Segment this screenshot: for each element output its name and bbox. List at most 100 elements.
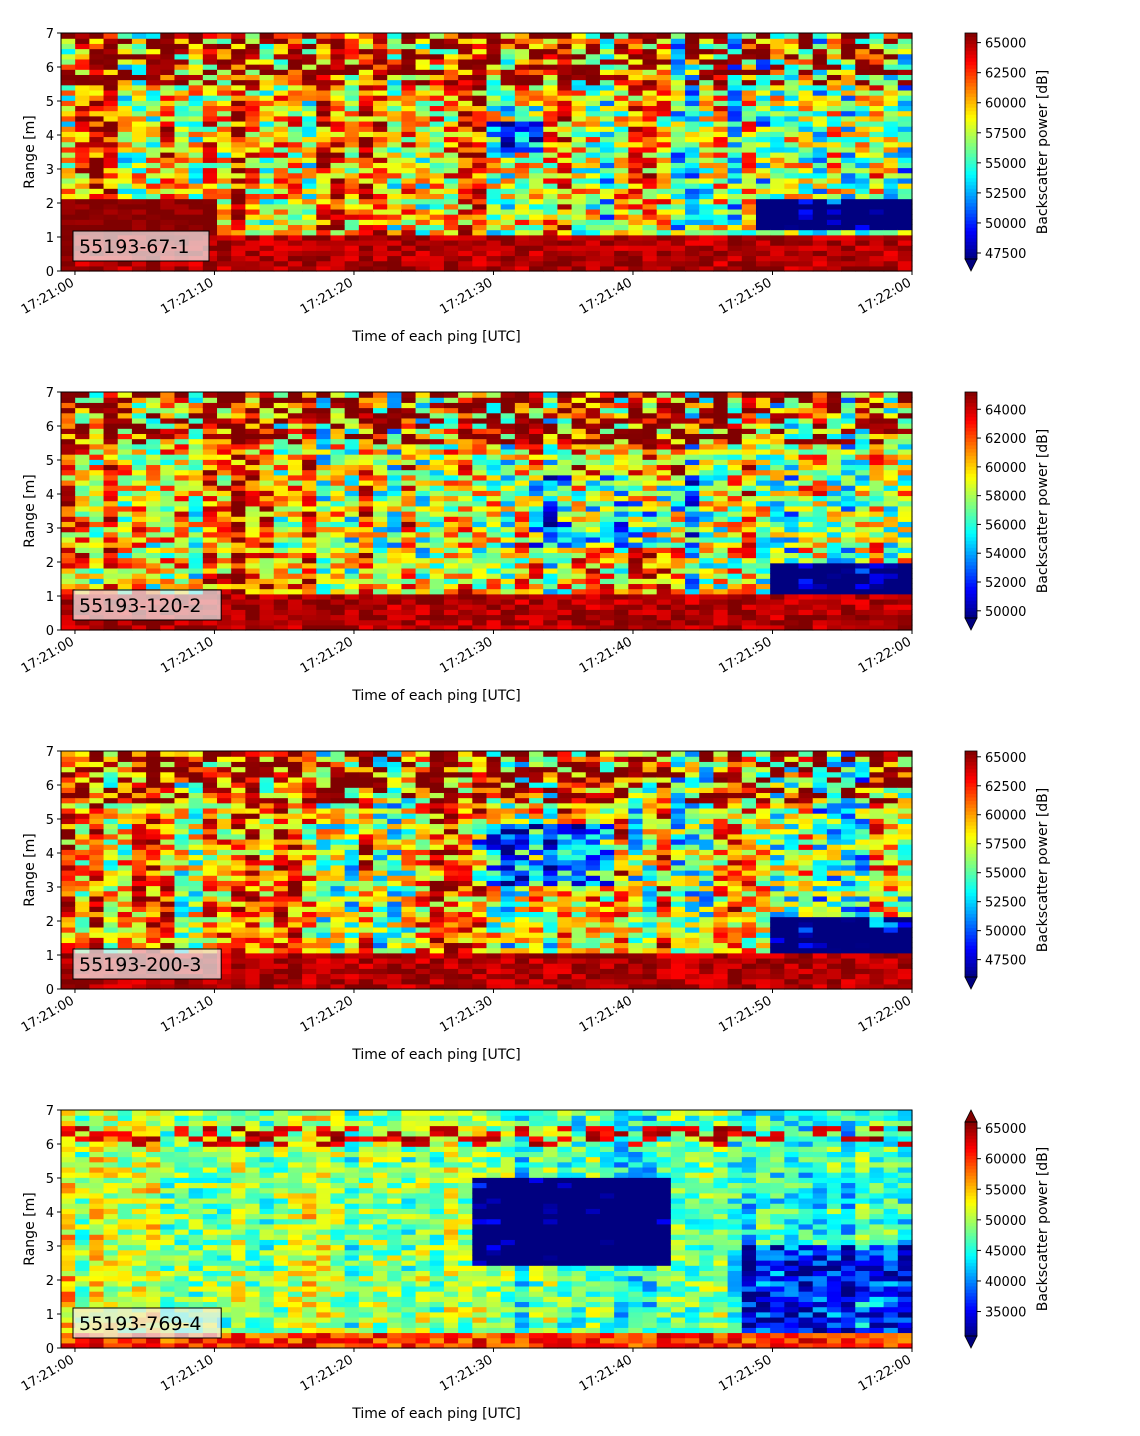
heatmap-cell xyxy=(231,214,246,220)
heatmap-cell xyxy=(103,265,119,272)
heatmap-cell xyxy=(472,578,488,585)
heatmap-cell xyxy=(160,562,176,569)
heatmap-cell xyxy=(358,392,374,398)
heatmap-cell xyxy=(245,131,261,138)
heatmap-cell xyxy=(146,214,161,220)
heatmap-cell xyxy=(429,146,445,153)
heatmap-cell xyxy=(245,521,261,528)
colorbar-segment xyxy=(965,36,977,41)
heatmap-cell xyxy=(302,110,317,117)
heatmap-cell xyxy=(131,433,147,440)
heatmap-cell xyxy=(685,79,700,86)
heatmap-cell xyxy=(202,417,218,424)
heatmap-cell xyxy=(826,229,842,236)
heatmap-cell xyxy=(727,136,743,143)
heatmap-cell xyxy=(358,536,374,543)
heatmap-cell xyxy=(897,136,913,143)
heatmap-cell xyxy=(571,53,587,60)
heatmap-cell xyxy=(642,126,658,132)
heatmap-cell xyxy=(500,229,516,236)
heatmap-cell xyxy=(514,89,530,96)
heatmap-cell xyxy=(415,126,431,132)
heatmap-cell xyxy=(89,162,105,169)
heatmap-cell xyxy=(89,392,105,398)
heatmap-cell xyxy=(585,255,601,262)
heatmap-cell xyxy=(146,152,161,158)
heatmap-cell xyxy=(656,255,672,262)
heatmap-cell xyxy=(614,567,629,574)
heatmap-cell xyxy=(302,443,317,450)
heatmap-cell xyxy=(500,604,516,610)
heatmap-cell xyxy=(75,120,90,127)
heatmap-cell xyxy=(443,120,459,127)
heatmap-cell xyxy=(670,495,686,502)
heatmap-cell xyxy=(330,428,346,434)
heatmap-cell xyxy=(75,469,90,476)
heatmap-cell xyxy=(458,423,473,429)
heatmap-cell xyxy=(188,428,204,434)
heatmap-cell xyxy=(160,95,176,101)
heatmap-cell xyxy=(273,438,289,445)
heatmap-cell xyxy=(387,423,402,429)
heatmap-cell xyxy=(287,578,303,585)
heatmap-cell xyxy=(500,141,516,148)
heatmap-cell xyxy=(344,593,360,600)
heatmap-cell xyxy=(330,265,346,272)
heatmap-cell xyxy=(273,115,289,122)
heatmap-cell xyxy=(557,516,573,522)
heatmap-cell xyxy=(259,619,275,626)
x-axis-label: Time of each ping [UTC] xyxy=(351,329,521,345)
heatmap-cell xyxy=(103,521,119,528)
heatmap-cell xyxy=(798,89,814,96)
heatmap-cell xyxy=(188,208,204,215)
heatmap-cell xyxy=(628,193,644,200)
heatmap-cell xyxy=(202,203,218,210)
heatmap-cell xyxy=(557,245,573,251)
heatmap-cell xyxy=(245,214,261,220)
heatmap-cell xyxy=(429,469,445,476)
heatmap-cell xyxy=(273,120,289,127)
heatmap-cell xyxy=(883,110,899,117)
heatmap-cell xyxy=(599,573,615,579)
heatmap-cell xyxy=(699,567,715,574)
heatmap-cell xyxy=(429,219,445,226)
heatmap-cell xyxy=(614,105,629,112)
heatmap-cell xyxy=(245,234,261,241)
heatmap-cell xyxy=(89,33,105,39)
heatmap-cell xyxy=(231,110,246,117)
heatmap-cell xyxy=(174,454,190,460)
heatmap-cell xyxy=(217,172,232,179)
heatmap-cell xyxy=(670,203,686,210)
heatmap-cell xyxy=(713,48,729,55)
colorbar-segment xyxy=(965,241,977,246)
heatmap-cell xyxy=(188,542,204,548)
heatmap-cell xyxy=(514,443,530,450)
colorbar-segment xyxy=(965,216,977,221)
heatmap-cell xyxy=(585,516,601,522)
heatmap-cell xyxy=(287,74,303,81)
heatmap-cell xyxy=(415,598,431,605)
heatmap-cell xyxy=(529,412,544,419)
heatmap-cell xyxy=(245,412,261,419)
heatmap-cell xyxy=(373,224,388,231)
colorbar-segment xyxy=(965,167,977,172)
heatmap-cell xyxy=(458,495,473,502)
heatmap-cell xyxy=(245,260,261,267)
heatmap-cell xyxy=(798,110,814,117)
heatmap-cell xyxy=(344,438,360,445)
heatmap-cell xyxy=(259,188,275,194)
heatmap-cell xyxy=(302,614,317,621)
heatmap-cell xyxy=(883,167,899,174)
heatmap-cell xyxy=(174,74,190,81)
heatmap-cell xyxy=(259,224,275,231)
heatmap-cell xyxy=(486,141,502,148)
heatmap-cell xyxy=(529,167,544,174)
heatmap-cell xyxy=(855,84,871,91)
heatmap-cell xyxy=(883,48,899,55)
heatmap-cell xyxy=(259,562,275,569)
heatmap-cell xyxy=(557,89,573,96)
heatmap-cell xyxy=(798,265,814,272)
heatmap-cell xyxy=(415,521,431,528)
heatmap-cell xyxy=(841,43,856,50)
heatmap-cell xyxy=(784,115,800,122)
